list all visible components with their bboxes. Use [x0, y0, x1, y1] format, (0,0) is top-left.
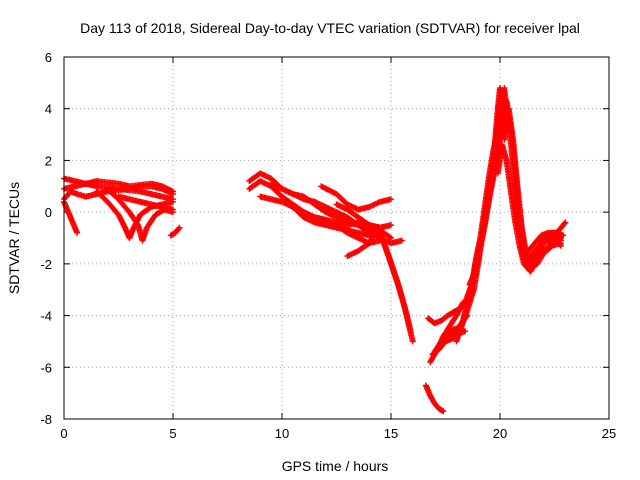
y-tick-label: 0	[45, 205, 52, 220]
data-point	[386, 234, 393, 241]
data-point	[388, 196, 394, 203]
series-group	[246, 170, 416, 345]
x-tick-label: 25	[602, 426, 616, 441]
x-tick-label: 0	[60, 426, 67, 441]
data-point	[561, 220, 568, 227]
series-group	[422, 85, 569, 415]
data-point	[175, 225, 182, 232]
data-point	[170, 206, 176, 213]
y-axis-label: SDTVAR / TECUs	[6, 182, 22, 294]
data-point	[409, 338, 416, 345]
y-tick-label: 4	[45, 102, 52, 117]
chart-title: Day 113 of 2018, Sidereal Day-to-day VTE…	[80, 20, 580, 36]
data-point	[398, 237, 405, 244]
x-tick-label: 10	[275, 426, 289, 441]
data-point	[557, 236, 563, 243]
data-point	[560, 232, 567, 239]
data-point	[176, 224, 183, 231]
y-tick-label: 2	[45, 153, 52, 168]
data-point	[170, 198, 176, 205]
data-point	[407, 328, 414, 335]
data-point	[388, 235, 394, 241]
tick-labels: 0 5 10 15 20 25 -8 -6 -4 -2 0 2 4 6	[40, 50, 616, 441]
data-point	[440, 408, 447, 415]
x-axis-label: GPS time / hours	[282, 458, 389, 474]
y-tick-label: -8	[40, 412, 52, 427]
plot-frame	[63, 56, 610, 420]
axis-ticks	[63, 56, 610, 420]
y-tick-label: -6	[40, 360, 52, 375]
data-point	[462, 328, 469, 335]
data-point	[562, 219, 569, 226]
data-point	[370, 232, 377, 239]
x-tick-label: 15	[384, 426, 398, 441]
data-point	[74, 229, 81, 236]
data-point	[388, 222, 394, 229]
series-group	[61, 175, 183, 244]
y-tick-label: 6	[45, 50, 52, 65]
data-point	[558, 242, 564, 249]
y-tick-label: -4	[40, 309, 52, 324]
y-tick-label: -2	[40, 257, 52, 272]
x-tick-label: 5	[169, 426, 176, 441]
data-point	[557, 241, 563, 248]
x-tick-label: 20	[493, 426, 507, 441]
data-point	[558, 237, 564, 244]
data-points	[61, 85, 569, 415]
data-point	[170, 191, 176, 197]
